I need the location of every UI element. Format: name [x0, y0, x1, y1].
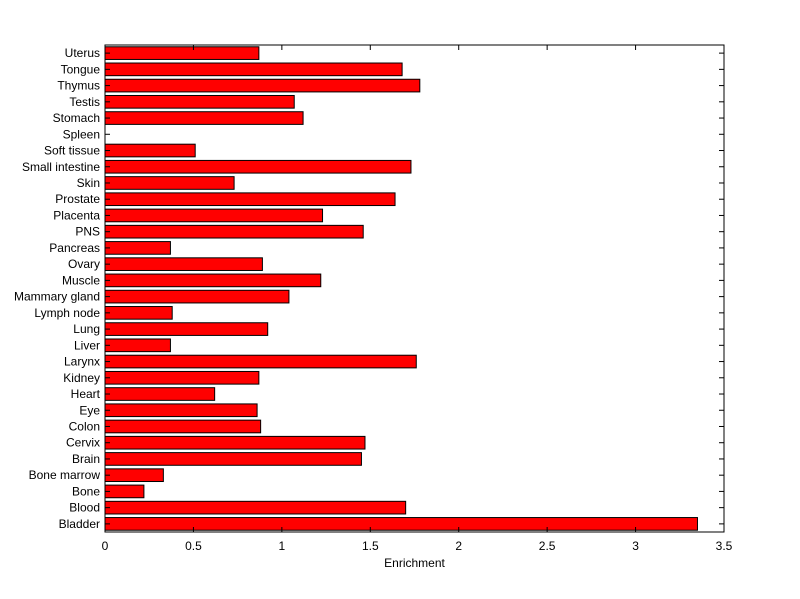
bar-prostate — [104, 192, 396, 207]
y-tick-label-stomach: Stomach — [53, 111, 100, 125]
y-tick-label-small-intestine: Small intestine — [22, 160, 100, 174]
bar-skin — [104, 176, 235, 190]
y-tick-label-pancreas: Pancreas — [49, 241, 100, 255]
bar-small-intestine — [104, 159, 412, 174]
bar-uterus — [104, 46, 260, 60]
bar-blood — [104, 500, 407, 515]
bar-thymus — [104, 78, 421, 93]
bar-testis — [104, 94, 295, 109]
bar-placenta — [104, 208, 324, 223]
bar-soft-tissue — [104, 143, 196, 158]
y-tick-label-soft-tissue: Soft tissue — [44, 144, 100, 158]
y-tick-label-skin: Skin — [77, 176, 100, 190]
y-tick-label-testis: Testis — [69, 95, 100, 109]
y-tick-label-prostate: Prostate — [55, 192, 100, 206]
bar-eye — [104, 403, 258, 418]
bar-bone — [104, 484, 145, 499]
bar-bone-marrow — [104, 468, 164, 483]
bar-ovary — [104, 257, 263, 271]
y-tick-label-lymph-node: Lymph node — [34, 306, 100, 320]
y-tick-label-uterus: Uterus — [65, 46, 100, 60]
x-tick-label-6: 3 — [632, 539, 639, 553]
bar-heart — [104, 387, 216, 401]
y-tick-label-eye: Eye — [79, 403, 100, 417]
labels-group: Bladder Blood Bone Bone marrow Brain Cervix Co… — [14, 46, 733, 553]
x-tick-label-3: 1.5 — [362, 539, 379, 553]
bar-larynx — [104, 354, 417, 369]
y-tick-label-liver: Liver — [74, 338, 100, 352]
x-tick-label-7: 3.5 — [716, 539, 733, 553]
bar-kidney — [104, 370, 260, 385]
x-tick-label-0: 0 — [102, 539, 109, 553]
y-tick-label-mammary-gland: Mammary gland — [14, 290, 100, 304]
bar-lymph-node — [104, 306, 173, 320]
bar-muscle — [104, 273, 322, 288]
x-tick-label-2: 1 — [279, 539, 286, 553]
bar-brain — [104, 452, 362, 466]
y-tick-label-placenta: Placenta — [53, 208, 100, 222]
plot-area-frame — [104, 44, 725, 533]
bar-mammary-gland — [104, 289, 290, 304]
y-tick-label-lung: Lung — [73, 322, 100, 336]
x-axis-label: Enrichment — [384, 556, 445, 570]
y-tick-label-colon: Colon — [69, 419, 100, 433]
y-tick-label-heart: Heart — [71, 387, 101, 401]
y-tick-label-bone-marrow: Bone marrow — [29, 468, 101, 482]
ticks-group — [104, 45, 725, 532]
bar-lung — [104, 322, 269, 336]
bar-pns — [104, 224, 364, 239]
y-tick-label-brain: Brain — [72, 452, 100, 466]
y-tick-label-spleen: Spleen — [63, 127, 100, 141]
y-tick-label-blood: Blood — [69, 501, 100, 515]
bar-cervix — [104, 435, 366, 450]
bar-colon — [104, 419, 262, 434]
y-tick-label-kidney: Kidney — [63, 371, 100, 385]
y-tick-label-ovary: Ovary — [68, 257, 100, 271]
x-tick-label-1: 0.5 — [185, 539, 202, 553]
y-tick-label-tongue: Tongue — [61, 62, 101, 76]
y-tick-label-cervix: Cervix — [66, 436, 100, 450]
y-tick-label-bladder: Bladder — [59, 517, 100, 531]
y-tick-label-bone: Bone — [72, 484, 100, 498]
bar-pancreas — [104, 241, 171, 255]
x-tick-label-5: 2.5 — [539, 539, 556, 553]
x-tick-label-4: 2 — [455, 539, 462, 553]
y-tick-label-larynx: Larynx — [64, 355, 100, 369]
y-tick-label-muscle: Muscle — [62, 273, 100, 287]
bar-liver — [104, 338, 171, 353]
y-tick-label-pns: PNS — [75, 225, 100, 239]
y-tick-label-thymus: Thymus — [57, 79, 100, 93]
bar-tongue — [104, 62, 403, 77]
bar-stomach — [104, 111, 304, 125]
